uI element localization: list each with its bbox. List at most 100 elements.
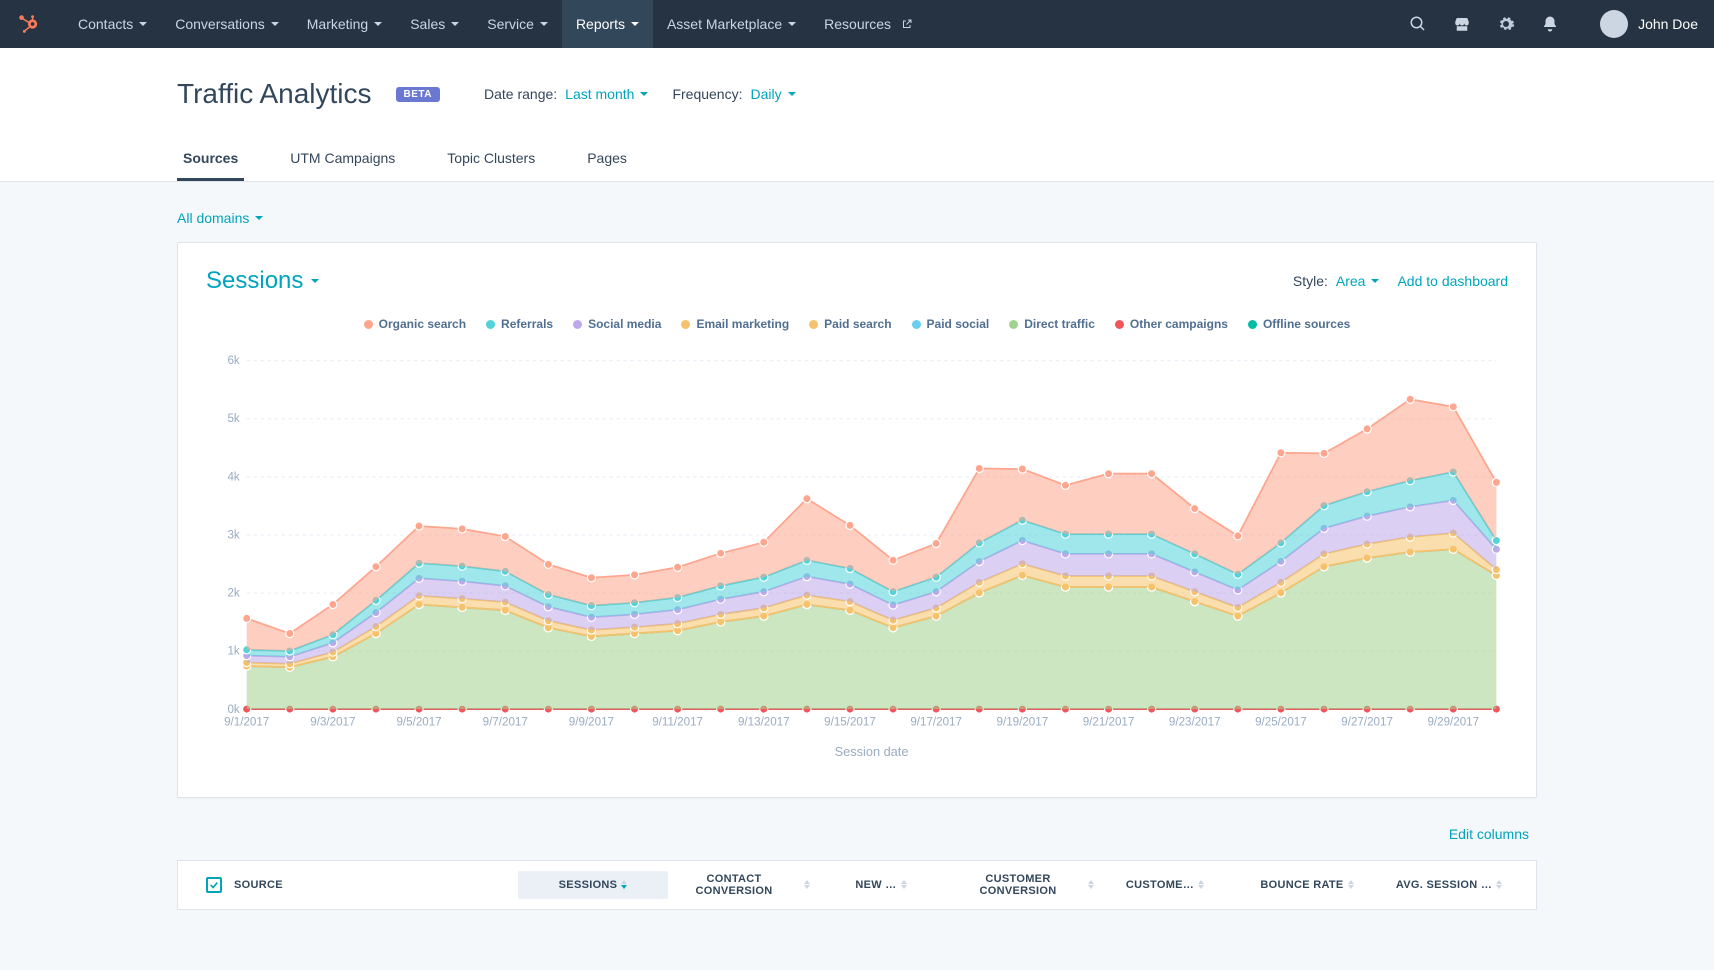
- legend-label: Email marketing: [696, 317, 789, 331]
- tab-pages[interactable]: Pages: [581, 138, 633, 181]
- column-header-avg-session-[interactable]: AVG. SESSION …: [1378, 879, 1520, 891]
- search-icon[interactable]: [1408, 14, 1428, 34]
- nav-item-label: Resources: [824, 16, 891, 32]
- select-all-checkbox[interactable]: [194, 877, 234, 893]
- svg-text:Session date: Session date: [835, 744, 909, 759]
- legend-item-email-marketing[interactable]: Email marketing: [681, 317, 789, 331]
- nav-item-label: Contacts: [78, 16, 133, 32]
- page-header: Traffic Analytics BETA Date range: Last …: [0, 48, 1714, 182]
- column-label: CUSTOME…: [1126, 879, 1194, 891]
- column-label: SESSIONS: [559, 879, 618, 891]
- legend-item-other-campaigns[interactable]: Other campaigns: [1115, 317, 1228, 331]
- svg-text:0k: 0k: [227, 703, 239, 716]
- marketplace-icon[interactable]: [1452, 14, 1472, 34]
- nav-item-reports[interactable]: Reports: [562, 0, 653, 48]
- column-label: NEW …: [855, 879, 896, 891]
- user-name: John Doe: [1638, 16, 1698, 32]
- caret-down-icon: [788, 92, 796, 96]
- nav-item-asset-marketplace[interactable]: Asset Marketplace: [653, 0, 810, 48]
- legend-item-social-media[interactable]: Social media: [573, 317, 661, 331]
- sessions-chart-card: Sessions Style: Area Add to dashboard Or…: [177, 242, 1537, 798]
- tab-topic-clusters[interactable]: Topic Clusters: [441, 138, 541, 181]
- metric-select[interactable]: Sessions: [206, 267, 319, 295]
- legend-label: Organic search: [379, 317, 466, 331]
- nav-item-label: Asset Marketplace: [667, 16, 782, 32]
- chart-style-control: Style: Area: [1293, 273, 1380, 289]
- column-header-source[interactable]: SOURCE: [234, 879, 518, 891]
- column-header-new-[interactable]: NEW …: [810, 879, 952, 891]
- legend-item-paid-social[interactable]: Paid social: [912, 317, 990, 331]
- nav-item-conversations[interactable]: Conversations: [161, 0, 293, 48]
- nav-item-label: Marketing: [307, 16, 368, 32]
- column-header-customer-conversion[interactable]: CUSTOMER CONVERSION: [952, 873, 1094, 897]
- svg-text:9/27/2017: 9/27/2017: [1341, 716, 1393, 729]
- caret-down-icon: [640, 92, 648, 96]
- legend-color-dot: [573, 320, 582, 329]
- svg-text:9/25/2017: 9/25/2017: [1255, 716, 1307, 729]
- legend-color-dot: [809, 320, 818, 329]
- column-header-contact-conversion[interactable]: CONTACT CONVERSION: [668, 873, 810, 897]
- nav-item-contacts[interactable]: Contacts: [64, 0, 161, 48]
- chart-legend: Organic search Referrals Social media Email…: [206, 307, 1508, 349]
- sessions-area-chart: 0k1k2k3k4k5k6k9/1/20179/3/20179/5/20179/…: [206, 349, 1508, 768]
- column-label: CUSTOMER CONVERSION: [952, 873, 1084, 897]
- sort-icon: [1348, 880, 1354, 889]
- nav-item-resources[interactable]: Resources: [810, 0, 927, 48]
- nav-item-service[interactable]: Service: [473, 0, 562, 48]
- notifications-bell-icon[interactable]: [1540, 14, 1560, 34]
- column-header-sessions[interactable]: SESSIONS: [518, 871, 668, 899]
- chart-style-select[interactable]: Area: [1336, 273, 1380, 289]
- user-avatar-icon: [1600, 10, 1628, 38]
- legend-item-organic-search[interactable]: Organic search: [364, 317, 466, 331]
- page-title: Traffic Analytics: [177, 78, 372, 110]
- tab-utm-campaigns[interactable]: UTM Campaigns: [284, 138, 401, 181]
- legend-label: Referrals: [501, 317, 553, 331]
- svg-text:2k: 2k: [227, 587, 239, 600]
- domain-filter-select[interactable]: All domains: [177, 210, 1537, 226]
- add-to-dashboard-link[interactable]: Add to dashboard: [1397, 273, 1508, 289]
- column-label: CONTACT CONVERSION: [668, 873, 800, 897]
- date-range-control: Date range: Last month: [484, 86, 648, 102]
- nav-item-label: Service: [487, 16, 534, 32]
- legend-item-paid-search[interactable]: Paid search: [809, 317, 891, 331]
- svg-text:6k: 6k: [227, 354, 239, 367]
- edit-columns-link[interactable]: Edit columns: [1449, 826, 1529, 842]
- svg-text:9/11/2017: 9/11/2017: [652, 716, 703, 729]
- column-header-bounce-rate[interactable]: BOUNCE RATE: [1236, 879, 1378, 891]
- caret-down-icon: [631, 22, 639, 26]
- legend-label: Paid social: [927, 317, 990, 331]
- frequency-select[interactable]: Daily: [750, 86, 795, 102]
- report-tabs: Sources UTM Campaigns Topic Clusters Pages: [177, 138, 1537, 181]
- svg-text:9/19/2017: 9/19/2017: [997, 716, 1049, 729]
- main-menu: Contacts Conversations Marketing Sales Servi…: [64, 0, 927, 48]
- legend-color-dot: [1009, 320, 1018, 329]
- svg-text:9/29/2017: 9/29/2017: [1427, 716, 1479, 729]
- frequency-control: Frequency: Daily: [672, 86, 795, 102]
- legend-item-direct-traffic[interactable]: Direct traffic: [1009, 317, 1095, 331]
- hubspot-logo-icon[interactable]: [16, 12, 40, 36]
- caret-down-icon: [374, 22, 382, 26]
- column-header-custome-[interactable]: CUSTOME…: [1094, 879, 1236, 891]
- account-menu[interactable]: John Doe: [1600, 10, 1698, 38]
- frequency-value: Daily: [750, 86, 781, 102]
- content-area: All domains Sessions Style: Area Add to …: [137, 182, 1577, 970]
- legend-item-offline-sources[interactable]: Offline sources: [1248, 317, 1350, 331]
- caret-down-icon: [788, 22, 796, 26]
- svg-text:9/3/2017: 9/3/2017: [310, 716, 355, 729]
- svg-text:5k: 5k: [227, 412, 239, 425]
- svg-text:9/9/2017: 9/9/2017: [569, 716, 614, 729]
- svg-text:9/15/2017: 9/15/2017: [824, 716, 876, 729]
- column-label: BOUNCE RATE: [1260, 879, 1343, 891]
- nav-item-marketing[interactable]: Marketing: [293, 0, 396, 48]
- chart-style-value: Area: [1336, 273, 1366, 289]
- legend-item-referrals[interactable]: Referrals: [486, 317, 553, 331]
- chart-style-label: Style:: [1293, 273, 1328, 289]
- svg-text:9/17/2017: 9/17/2017: [910, 716, 962, 729]
- nav-item-sales[interactable]: Sales: [396, 0, 473, 48]
- svg-text:3k: 3k: [227, 528, 239, 541]
- external-link-icon: [901, 18, 913, 30]
- settings-gear-icon[interactable]: [1496, 14, 1516, 34]
- tab-sources[interactable]: Sources: [177, 138, 244, 181]
- nav-item-label: Conversations: [175, 16, 265, 32]
- date-range-select[interactable]: Last month: [565, 86, 648, 102]
